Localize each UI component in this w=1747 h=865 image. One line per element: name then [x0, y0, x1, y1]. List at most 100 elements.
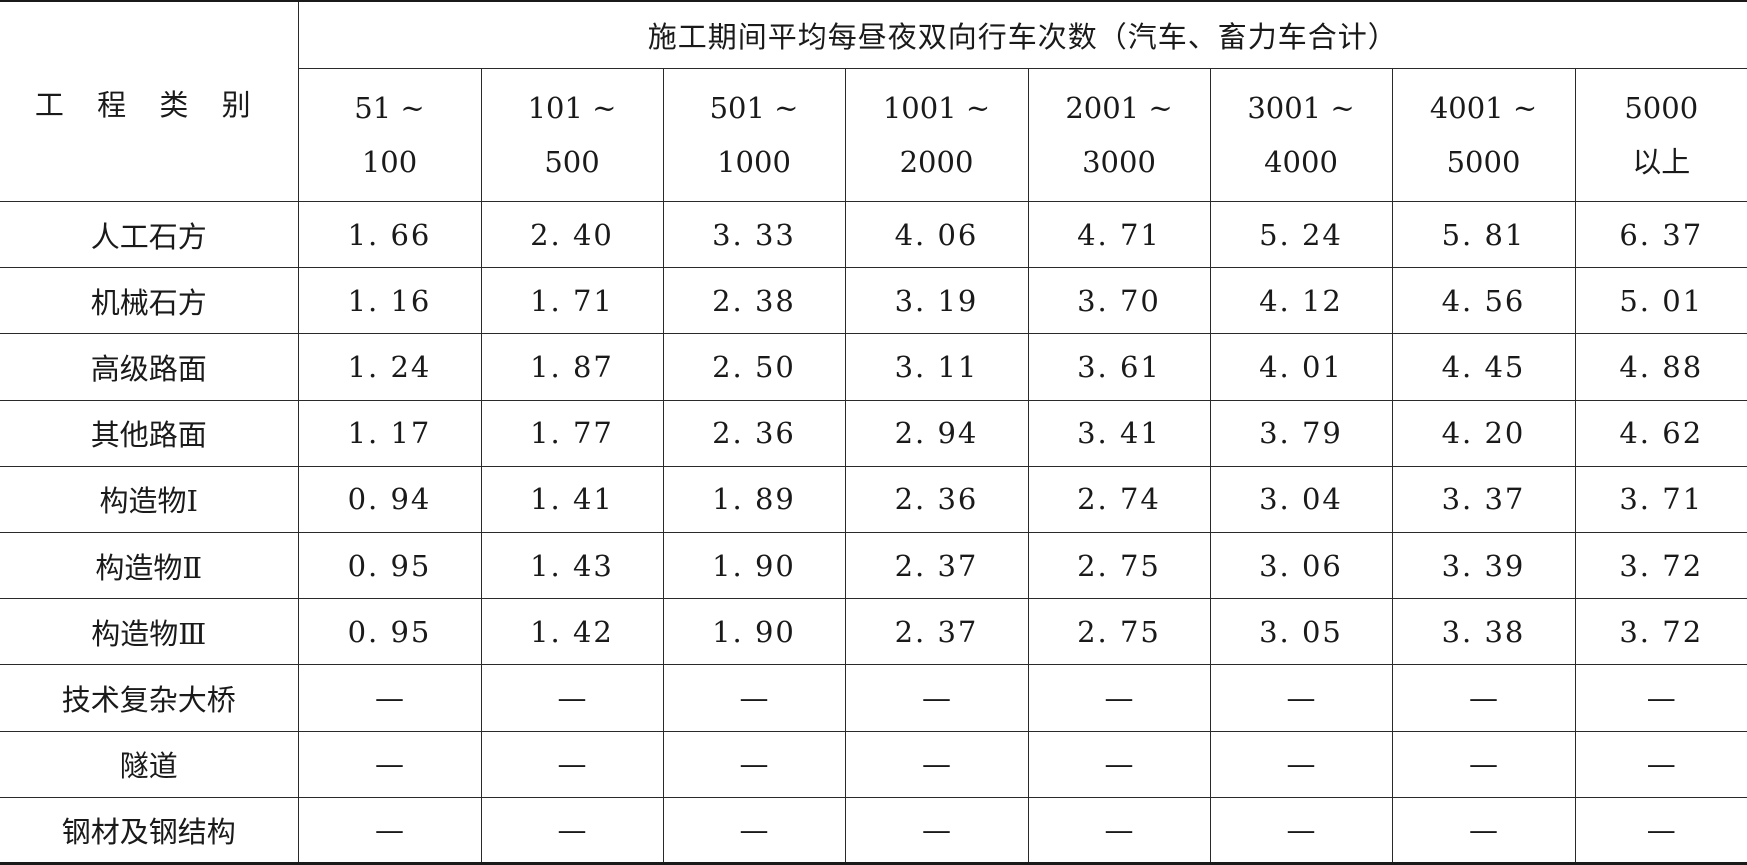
range-line-1: 3001 ~ — [1247, 91, 1355, 125]
table-cell: — — [480, 796, 664, 865]
table-cell: 2. 37 — [844, 531, 1029, 600]
table-cell: 1. 41 — [480, 465, 664, 533]
table-cell: 2. 40 — [480, 200, 664, 269]
table-cell: 4. 62 — [1574, 399, 1747, 467]
row-label: 技术复杂大桥 — [0, 664, 299, 732]
range-header-cell: 101 ~ 500 — [480, 68, 664, 202]
table-cell: 3. 37 — [1391, 465, 1576, 533]
table-cell: 4. 12 — [1209, 267, 1393, 335]
row-label: 其他路面 — [0, 399, 299, 467]
table-cell: — — [297, 796, 482, 865]
table-cell: 1. 16 — [297, 267, 482, 335]
range-header-cell: 51 ~ 100 — [298, 68, 482, 202]
table-cell: 4. 06 — [844, 200, 1029, 269]
table-cell: 4. 56 — [1391, 267, 1576, 335]
table-cell: — — [1574, 796, 1747, 865]
table-cell: 2. 37 — [844, 598, 1029, 666]
table-cell: 4. 88 — [1574, 333, 1747, 401]
table-body: 人工石方 1. 66 2. 40 3. 33 4. 06 4. 71 5. 24 5. 81 6… — [0, 200, 1747, 865]
table-cell: 3. 41 — [1027, 399, 1211, 467]
table-row: 构造物Ⅰ 0. 94 1. 41 1. 89 2. 36 2. 74 3. 04 3. 37 3… — [0, 465, 1747, 533]
table-cell: 3. 05 — [1209, 598, 1393, 666]
category-header: 工 程 类 别 — [0, 0, 299, 202]
table-cell: 1. 71 — [480, 267, 664, 335]
table-cell: 3. 79 — [1209, 399, 1393, 467]
range-header-cell: 5000 以上 — [1574, 68, 1747, 202]
table-cell: 1. 90 — [662, 598, 846, 666]
table-cell: 3. 72 — [1574, 531, 1747, 600]
row-label: 构造物Ⅱ — [0, 531, 299, 600]
table-cell: 2. 75 — [1027, 598, 1211, 666]
table-cell: 3. 38 — [1391, 598, 1576, 666]
range-header-cell: 3001 ~ 4000 — [1209, 68, 1393, 202]
table-row: 机械石方 1. 16 1. 71 2. 38 3. 19 3. 70 4. 12 4. 56 5… — [0, 267, 1747, 335]
table-cell: 1. 66 — [297, 200, 482, 269]
table-cell: 0. 95 — [297, 531, 482, 600]
range-header-cell: 501 ~ 1000 — [662, 68, 846, 202]
table-cell: 1. 87 — [480, 333, 664, 401]
table-cell: — — [1027, 664, 1211, 732]
table-cell: 3. 11 — [844, 333, 1029, 401]
table-cell: — — [1391, 730, 1576, 798]
table-row: 隧道 — — — — — — — — — [0, 730, 1747, 798]
table-cell: — — [1027, 730, 1211, 798]
table-row: 构造物Ⅱ 0. 95 1. 43 1. 90 2. 37 2. 75 3. 06 3. 39 3… — [0, 531, 1747, 600]
table-cell: — — [480, 664, 664, 732]
range-line-2: 5000 — [1446, 145, 1521, 179]
table-cell: 3. 71 — [1574, 465, 1747, 533]
table-row: 其他路面 1. 17 1. 77 2. 36 2. 94 3. 41 3. 79 4. 20 4… — [0, 399, 1747, 467]
table-cell: 2. 50 — [662, 333, 846, 401]
table-cell: 1. 89 — [662, 465, 846, 533]
table-cell: 6. 37 — [1574, 200, 1747, 269]
table-cell: 1. 90 — [662, 531, 846, 600]
table-cell: 3. 61 — [1027, 333, 1211, 401]
table-cell: 3. 06 — [1209, 531, 1393, 600]
table-cell: — — [844, 796, 1029, 865]
row-label: 人工石方 — [0, 200, 299, 269]
traffic-group-header: 施工期间平均每昼夜双向行车次数（汽车、畜力车合计） — [297, 0, 1747, 69]
table-cell: 2. 38 — [662, 267, 846, 335]
table-cell: 1. 43 — [480, 531, 664, 600]
table-cell: 3. 04 — [1209, 465, 1393, 533]
table-cell: — — [1209, 664, 1393, 732]
range-line-2: 100 — [361, 145, 418, 179]
table-cell: — — [662, 664, 846, 732]
table-row: 技术复杂大桥 — — — — — — — — — [0, 664, 1747, 732]
table-cell: 1. 77 — [480, 399, 664, 467]
table-cell: 2. 94 — [844, 399, 1029, 467]
table-cell: 4. 20 — [1391, 399, 1576, 467]
table-cell: 2. 36 — [662, 399, 846, 467]
table-cell: 4. 71 — [1027, 200, 1211, 269]
table-cell: 5. 24 — [1209, 200, 1393, 269]
range-line-2: 1000 — [717, 145, 791, 179]
table-cell: 3. 39 — [1391, 531, 1576, 600]
table-cell: 0. 95 — [297, 598, 482, 666]
table-row: 构造物Ⅲ 0. 95 1. 42 1. 90 2. 37 2. 75 3. 05 3. 38 3… — [0, 598, 1747, 666]
row-label: 高级路面 — [0, 333, 299, 401]
table-cell: 2. 75 — [1027, 531, 1211, 600]
table-cell: 1. 17 — [297, 399, 482, 467]
table-cell: — — [844, 664, 1029, 732]
table-cell: — — [1574, 664, 1747, 732]
row-label: 机械石方 — [0, 267, 299, 335]
table-cell: — — [1391, 796, 1576, 865]
table-cell: — — [1574, 730, 1747, 798]
table-cell: — — [480, 730, 664, 798]
row-label: 构造物Ⅰ — [0, 465, 299, 533]
range-header-cell: 4001 ~ 5000 — [1391, 68, 1576, 202]
table-cell: 0. 94 — [297, 465, 482, 533]
range-line-2: 以上 — [1632, 145, 1691, 179]
table-row: 人工石方 1. 66 2. 40 3. 33 4. 06 4. 71 5. 24 5. 81 6… — [0, 200, 1747, 269]
table-cell: 3. 72 — [1574, 598, 1747, 666]
table-cell: — — [1209, 796, 1393, 865]
table-cell: — — [1209, 730, 1393, 798]
range-line-2: 500 — [544, 145, 600, 179]
table-cell: 4. 01 — [1209, 333, 1393, 401]
table-cell: — — [297, 730, 482, 798]
table-cell: 2. 74 — [1027, 465, 1211, 533]
table-row: 高级路面 1. 24 1. 87 2. 50 3. 11 3. 61 4. 01 4. 45 4… — [0, 333, 1747, 401]
row-label: 钢材及钢结构 — [0, 796, 299, 865]
range-header-cell: 1001 ~ 2000 — [844, 68, 1029, 202]
table-cell: — — [1027, 796, 1211, 865]
